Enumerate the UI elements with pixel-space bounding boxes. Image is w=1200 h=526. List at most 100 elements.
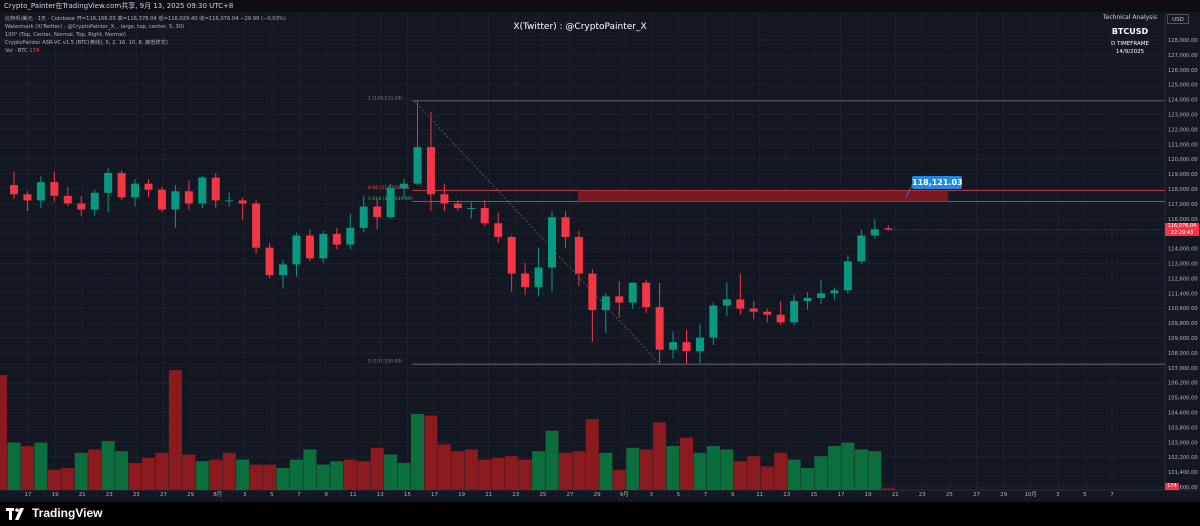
legend-asr-vc-indicator[interactable]: CryptoPainter ASR-VC v1.5 (BTC(黄线), 5, 2…	[5, 40, 168, 46]
time-axis-label: 11	[756, 492, 763, 498]
candle-countdown: 22:29:43	[1170, 229, 1194, 236]
candle-body	[574, 236, 583, 274]
time-axis-label: 3	[650, 492, 654, 498]
volume-bar	[74, 452, 88, 490]
volume-bar	[316, 464, 330, 490]
time-axis-label: 13	[377, 492, 384, 498]
last-price-tag: 116,076.04 22:29:43	[1165, 223, 1199, 236]
volume-bar	[693, 452, 707, 490]
candle-body	[601, 296, 610, 311]
price-chart[interactable]: 128,000.00 127,000.00 126,000.00 125,000.00…	[0, 12, 1200, 502]
volume-bar	[841, 442, 855, 490]
volume-bar	[34, 442, 48, 490]
volume-bar	[787, 459, 801, 490]
candle-body	[682, 342, 691, 352]
volume-bar	[289, 459, 303, 490]
candle-body	[763, 311, 772, 315]
tradingview-logo-icon	[6, 508, 24, 520]
candle-body	[736, 299, 745, 309]
candle-body	[198, 177, 207, 204]
price-axis-label: 101,400.00	[1168, 470, 1198, 476]
volume-bar	[706, 446, 720, 490]
candle-body	[171, 191, 180, 210]
candle-body	[211, 177, 220, 201]
candle-body	[830, 290, 839, 294]
time-axis-label: 5	[677, 492, 681, 498]
time-axis-label: 17	[838, 492, 845, 498]
tradingview-footer: TradingView	[0, 502, 1200, 526]
currency-selector[interactable]: USD	[1167, 14, 1189, 24]
volume-bar	[491, 457, 505, 490]
time-axis-label: 27	[160, 492, 167, 498]
candle-body	[104, 172, 113, 193]
volume-bar	[572, 451, 586, 490]
candle-body	[413, 147, 422, 184]
volume-bar	[653, 422, 667, 490]
candle-body	[359, 206, 368, 228]
ta-title: Technical Analysis	[1102, 14, 1158, 21]
candle-body	[305, 235, 314, 259]
volume-bar	[451, 451, 465, 490]
technical-analysis-panel: Technical Analysis BTCUSD D TIMEFRAME 14…	[1090, 14, 1170, 55]
volume-bar	[747, 456, 761, 490]
candle-body	[803, 297, 812, 301]
candle-body	[749, 308, 758, 312]
time-axis-label: 9	[731, 492, 735, 498]
candle-body	[695, 337, 704, 352]
time-axis-label: 21	[485, 492, 492, 498]
volume-bar	[168, 370, 182, 490]
volume-label: Vol · BTC	[5, 48, 28, 54]
legend-table-indicator[interactable]: 100° (Top, Center, Normal, Top, Right, N…	[5, 32, 126, 38]
volume-bar	[801, 468, 815, 490]
time-axis-label: 8月	[213, 491, 222, 498]
time-axis-label: 21	[79, 492, 86, 498]
volume-bar	[195, 461, 209, 490]
candle-body	[534, 267, 543, 288]
legend-watermark-indicator[interactable]: Watermark (X(Twitter) : @CryptoPainter_X…	[5, 24, 185, 30]
volume-bar	[814, 456, 828, 490]
legend-volume-indicator[interactable]: Vol · BTC 174	[5, 47, 286, 55]
candle-body	[63, 195, 72, 204]
price-axis-label: 109,800.00	[1168, 321, 1198, 327]
candle-body	[467, 208, 476, 210]
candle-body	[373, 206, 382, 218]
price-axis-label: 127,000.00	[1168, 53, 1198, 59]
price-axis-label: 112,600.00	[1168, 276, 1198, 282]
price-axis-label: 110,600.00	[1168, 306, 1198, 312]
legend-symbol-ohlc[interactable]: 比特币/美元 · 1天 · Coinbase 开=116,166.03 高=11…	[5, 16, 286, 22]
volume-bar	[61, 468, 75, 490]
volume-bar	[384, 454, 398, 490]
price-axis-label: 124,000.00	[1168, 98, 1198, 104]
time-axis-label: 3	[1056, 492, 1060, 498]
ta-date: 14/9/2025	[1115, 49, 1145, 55]
candle-body	[669, 342, 678, 350]
candle-body	[90, 192, 99, 210]
candle-body	[817, 293, 825, 298]
volume-bar	[626, 447, 640, 490]
price-axis-label: 128,000.00	[1168, 38, 1198, 44]
volume-bar	[599, 452, 613, 490]
candle-body	[77, 203, 86, 210]
volume-bar	[680, 437, 693, 490]
price-axis-label: 111,400.00	[1168, 291, 1198, 297]
volume-bar	[209, 459, 223, 490]
volume-bar	[532, 451, 546, 490]
price-axis-label: 125,000.00	[1168, 83, 1198, 89]
target-price-label[interactable]: 118,121.03	[912, 176, 963, 189]
volume-bar	[437, 444, 451, 490]
candle-body	[790, 300, 799, 323]
candle-body	[561, 217, 570, 237]
volume-bar	[128, 462, 142, 490]
volume-bar	[182, 454, 196, 490]
candle-body	[453, 203, 462, 209]
price-axis-label: 122,000.00	[1168, 127, 1198, 133]
time-axis-label: 21	[892, 492, 899, 498]
ta-timeframe: D TIMEFRAME	[1111, 41, 1149, 47]
volume-bar	[303, 449, 317, 490]
volume-bar	[881, 488, 895, 490]
volume-bar	[276, 468, 290, 490]
window-title-bar: Crypto_Painter在TradingView.com共享, 9月 13,…	[0, 0, 1200, 12]
fib-level-label: 0 (107,250.00)	[368, 359, 402, 365]
candle-body	[386, 188, 395, 218]
candle-body	[144, 183, 153, 190]
